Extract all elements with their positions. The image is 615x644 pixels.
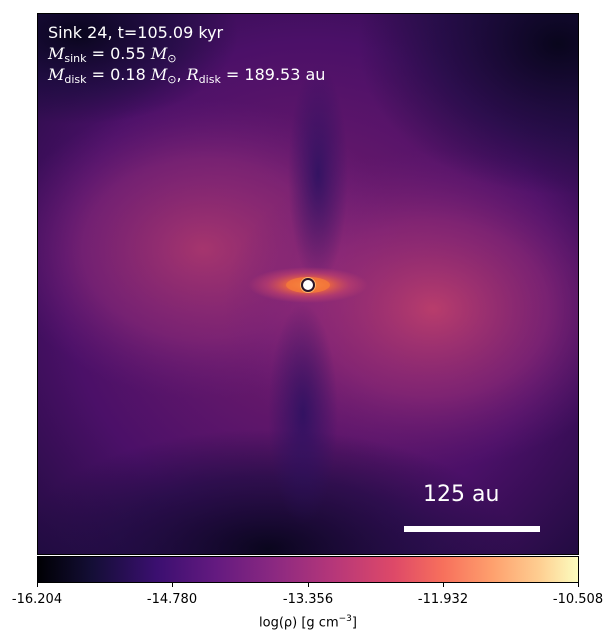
colorbar-tick-label: -13.356 <box>282 592 334 607</box>
colorbar <box>37 556 579 583</box>
colorbar-label: log(ρ) [g cm−3] <box>259 614 357 630</box>
disk-solar-mass-unit: M <box>150 65 168 84</box>
colorbar-tick <box>443 583 444 587</box>
sink-particle-marker <box>301 278 315 292</box>
disk-mass-symbol: M <box>48 65 65 84</box>
solar-mass-unit: M <box>150 44 168 63</box>
colorbar-tick <box>308 583 309 587</box>
density-map: Sink 24, t=105.09 kyr Msink = 0.55 M⊙ Md… <box>37 13 579 555</box>
density-field-image <box>38 14 578 554</box>
disk-mass-value: = 0.18 <box>91 65 146 84</box>
colorbar-label-end: ] <box>351 615 357 631</box>
disk-mass-subscript: disk <box>64 73 87 86</box>
colorbar-tick <box>578 583 579 587</box>
colorbar-tick <box>172 583 173 587</box>
sink-mass-label: Msink = 0.55 M⊙ <box>48 44 176 69</box>
colorbar-tick <box>37 583 38 587</box>
colorbar-tick-label: -16.204 <box>11 592 63 607</box>
radius-symbol: R <box>186 65 199 84</box>
scale-bar <box>404 526 540 532</box>
solar-symbol: ⊙ <box>167 52 177 65</box>
sink-time-label: Sink 24, t=105.09 kyr <box>48 23 223 43</box>
colorbar-tick-label: -10.508 <box>552 592 604 607</box>
colorbar-tick-label: -14.780 <box>146 592 198 607</box>
radius-subscript: disk <box>198 73 221 86</box>
sink-title: Sink 24, t=105.09 kyr <box>48 23 224 42</box>
disk-properties-label: Mdisk = 0.18 M⊙, Rdisk = 189.53 au <box>48 65 326 86</box>
colorbar-label-text: log(ρ) [g cm <box>259 615 339 631</box>
disk-solar-symbol: ⊙ <box>167 73 177 86</box>
colorbar-tick-label: -11.932 <box>417 592 469 607</box>
mass-symbol: M <box>48 44 65 63</box>
scale-bar-label: 125 au <box>423 482 500 507</box>
disk-radius-value: = 189.53 au <box>225 65 326 84</box>
mass-subscript: sink <box>64 52 87 65</box>
sink-mass-value: = 0.55 <box>91 44 146 63</box>
colorbar-label-exponent: −3 <box>338 614 352 624</box>
